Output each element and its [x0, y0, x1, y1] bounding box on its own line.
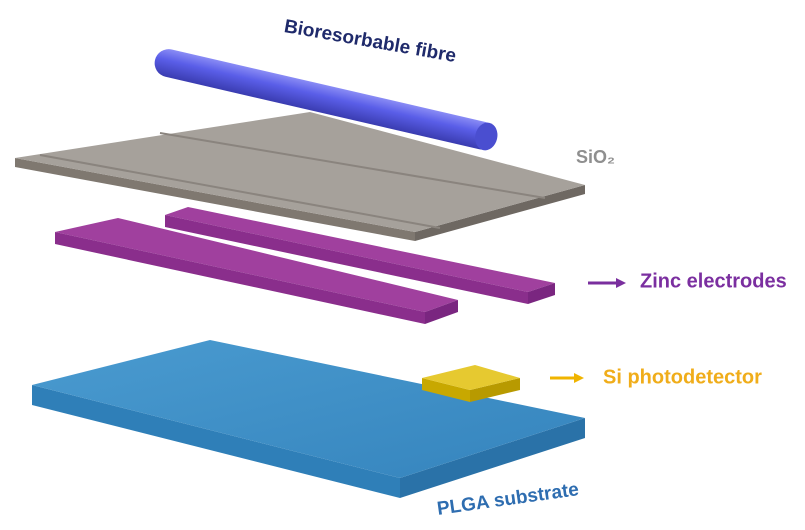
detector-label: Si photodetector [603, 366, 762, 388]
arrow-head [574, 373, 584, 383]
fibre-label: Bioresorbable fibre [282, 16, 457, 67]
substrate-label: PLGA substrate [436, 479, 580, 520]
photodetector [422, 365, 520, 402]
oxide-layer [15, 112, 585, 241]
substrate [32, 340, 585, 498]
arrow-head [616, 278, 626, 288]
electrodes [55, 207, 555, 324]
electrodes-label: Zinc electrodes [640, 270, 787, 292]
fibre [154, 49, 498, 151]
oxide-label: SiO₂ [576, 147, 615, 167]
